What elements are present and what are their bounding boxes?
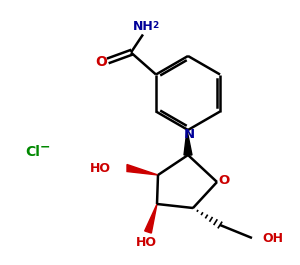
Text: O: O xyxy=(95,55,107,68)
Text: Cl: Cl xyxy=(25,145,40,159)
Text: N: N xyxy=(183,127,195,140)
Text: O: O xyxy=(218,174,230,188)
Text: 2: 2 xyxy=(152,21,158,30)
Text: OH: OH xyxy=(262,232,283,245)
Polygon shape xyxy=(184,130,192,155)
Text: NH: NH xyxy=(133,20,153,33)
Polygon shape xyxy=(127,165,158,175)
Text: HO: HO xyxy=(136,236,157,249)
Polygon shape xyxy=(145,204,157,233)
Text: −: − xyxy=(40,140,50,153)
Text: HO: HO xyxy=(90,161,111,174)
